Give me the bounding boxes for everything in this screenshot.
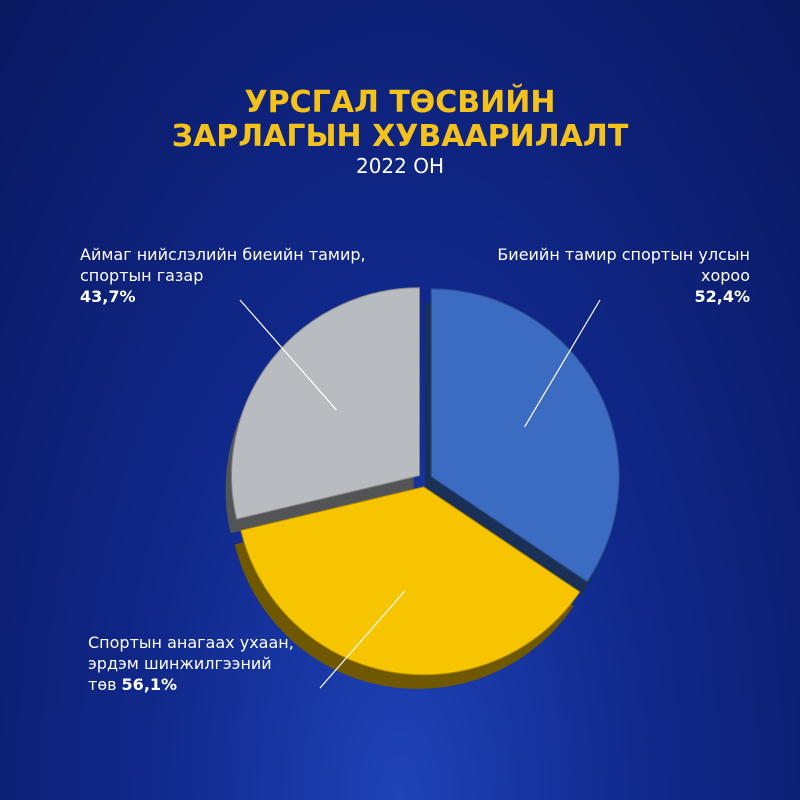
leader-line [524,299,601,428]
category-name: Аймаг нийслэлийн биеийн тамир, спортын г… [80,245,366,285]
value-label: 56,1% [121,675,178,694]
slice [240,486,581,676]
category-name: Спортын анагаах ухаан, эрдэм шинжилгээни… [88,633,294,694]
category-name: Биеийн тамир спортын улсын хороо [497,245,750,285]
leader-line [239,299,337,411]
slice [231,287,421,520]
slice-label: Биеийн тамир спортын улсын хороо 52,4% [470,244,750,307]
chart-subtitle: 2022 ОН [355,154,445,178]
value-label: 52,4% [694,287,750,306]
value-label: 43,7% [80,287,136,306]
leader-line [319,590,406,689]
slice [430,288,620,583]
slice-label: Спортын анагаах ухаан, эрдэм шинжилгээни… [88,632,338,695]
slice-label: Аймаг нийслэлийн биеийн тамир, спортын г… [80,244,380,307]
chart-title: УРСГАЛ ТӨСВИЙН ЗАРЛАГЫН ХУВААРИЛАЛТ [171,85,629,154]
